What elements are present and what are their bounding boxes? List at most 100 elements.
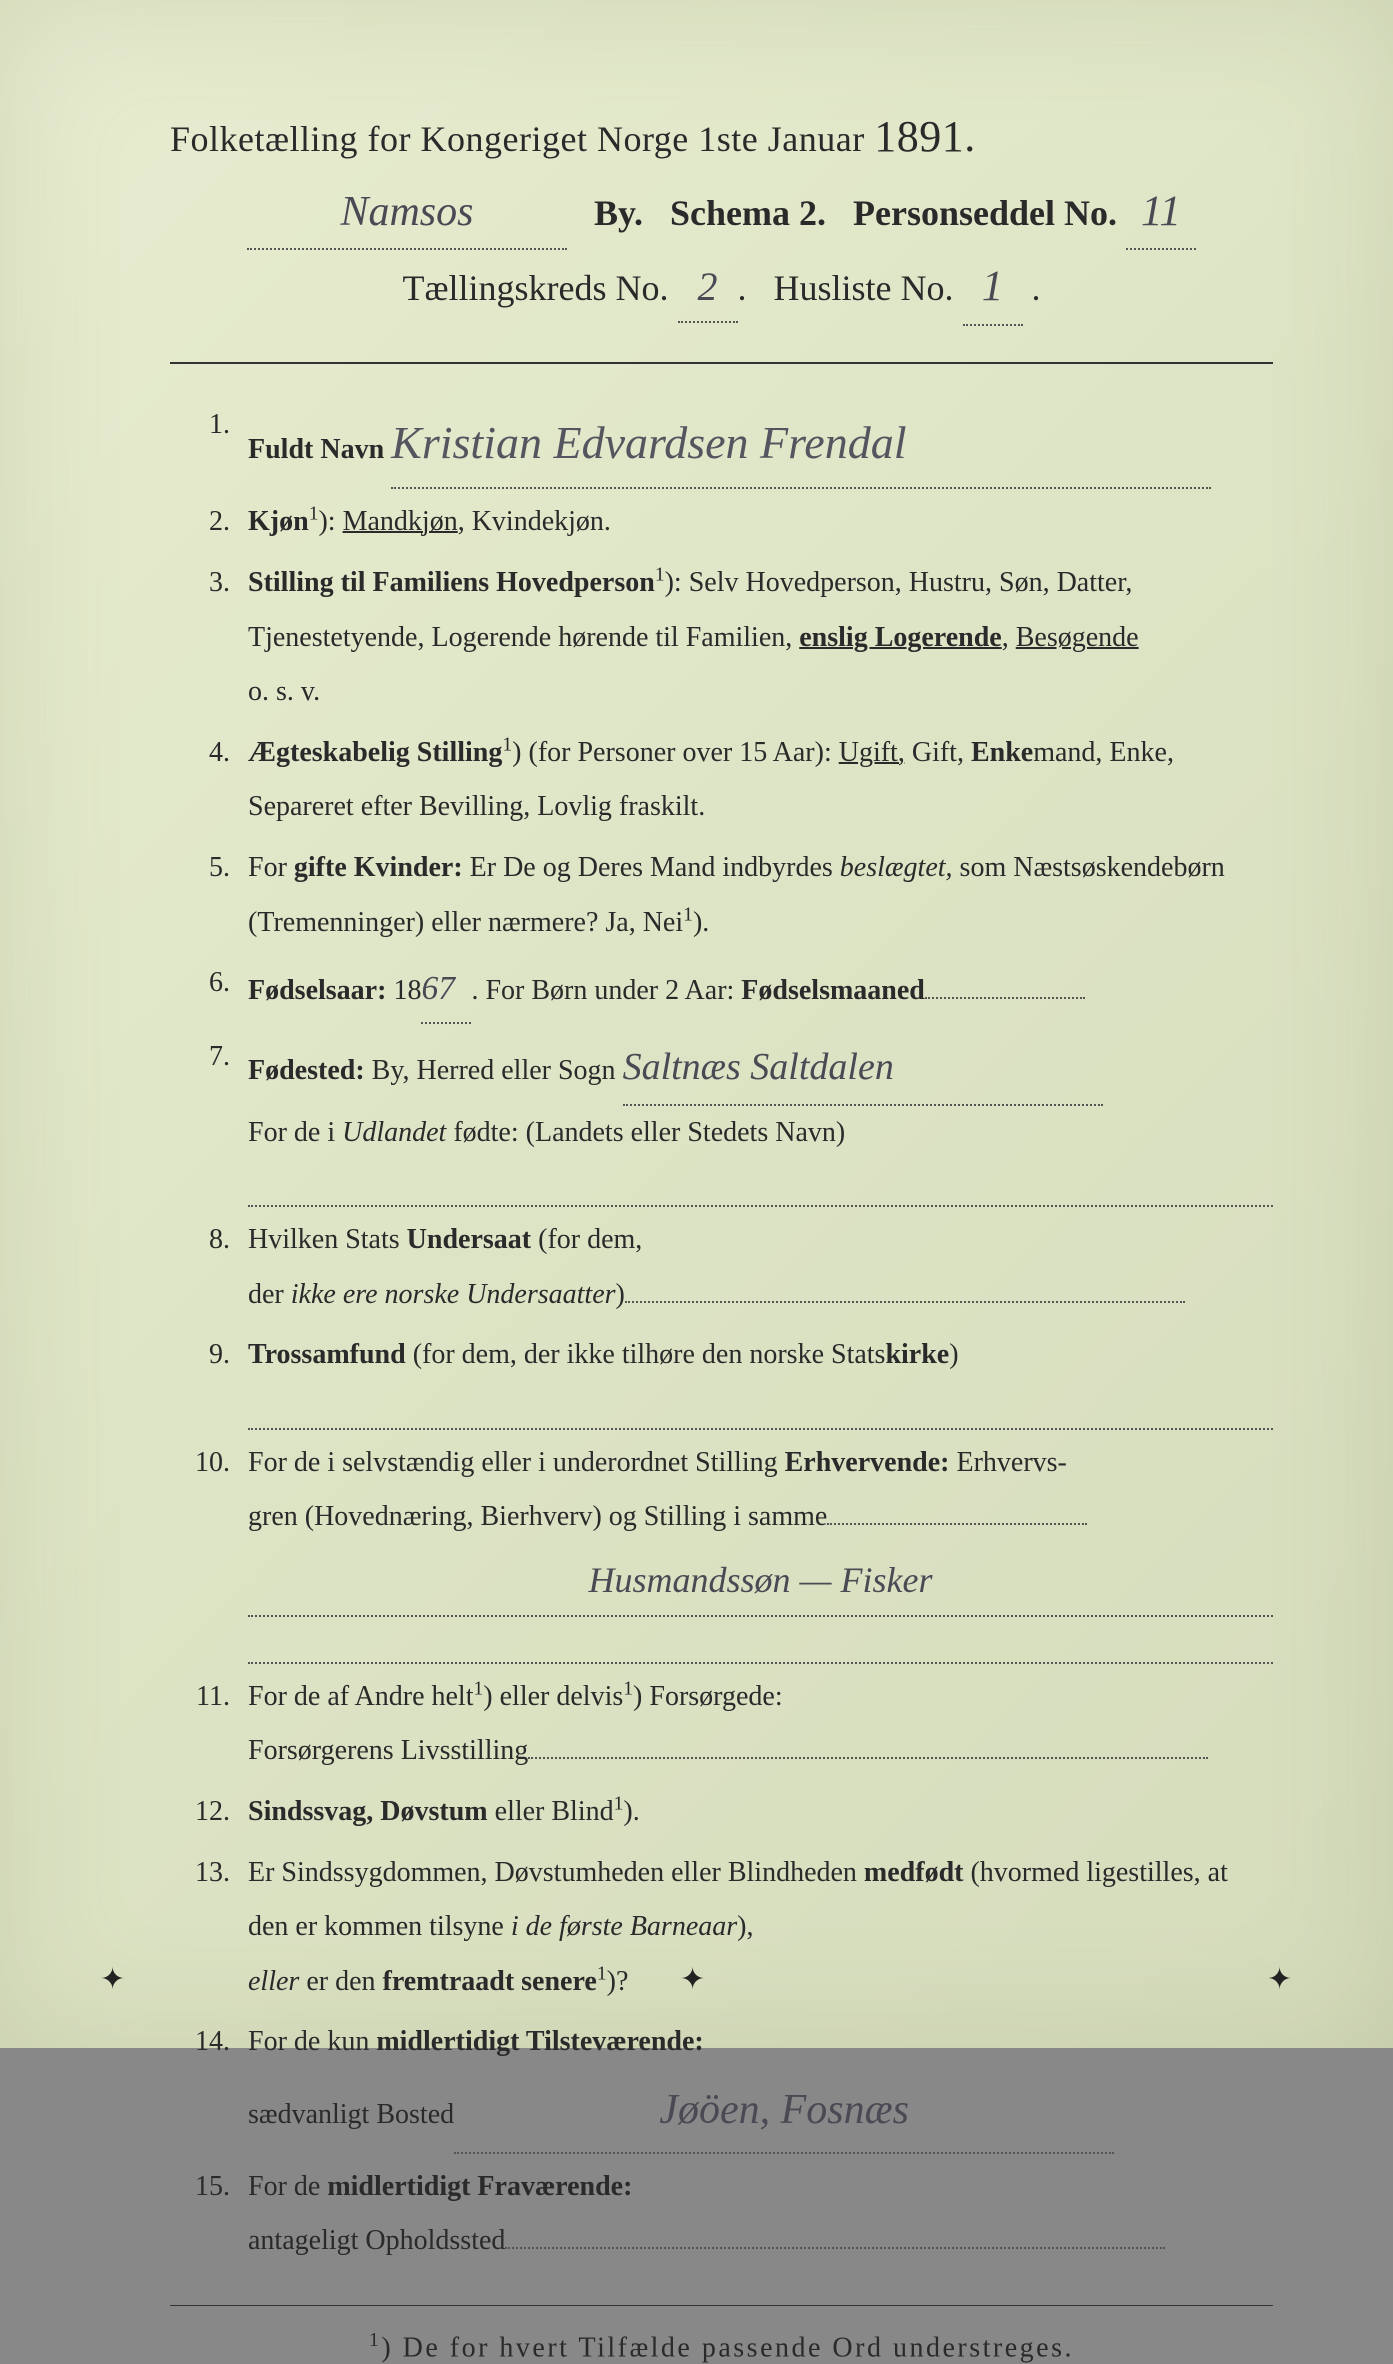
item-5-text-a: For [248,852,294,883]
item-7-text-a: By, Herred eller Sogn [365,1055,616,1086]
item-2-body: Kjøn1): Mandkjøn, Kvindekjøn. [248,495,1273,550]
item-2-text-a: ): [318,506,342,537]
item-7-line2-i: Udlandet [342,1117,446,1148]
item-6-label: Fødselsaar: [248,975,386,1006]
item-12-text2: ). [623,1796,639,1827]
item-6-prefix: 18 [386,975,421,1006]
item-11-text-a: For de af Andre helt [248,1681,474,1712]
item-15-bold: midlertidigt Fraværende: [327,2171,632,2202]
item-10-line2: gren (Hovednæring, Bierhverv) og Stillin… [248,1501,827,1532]
item-5-bold1: gifte Kvinder: [294,852,463,883]
title-line-2: Namsos By. Schema 2. Personseddel No. 11 [170,175,1273,250]
item-9-bold: Trossamfund [248,1339,406,1370]
item-6-body: Fødselsaar: 1867. For Børn under 2 Aar: … [248,956,1273,1024]
item-10: 10. For de i selvstændig eller i underor… [170,1436,1273,1664]
by-label: By. [594,193,643,233]
item-6-bold2: Fødselsmaaned [741,975,925,1006]
item-10-bold: Erhvervende: [785,1447,950,1478]
item-9-num: 9. [170,1328,248,1429]
item-11-sup1: 1 [474,1679,484,1700]
item-13-bold: medfødt [864,1857,964,1888]
item-5-text-b: Er De og Deres Mand indbyrdes [463,852,840,883]
item-15: 15. For de midlertidigt Fraværende: anta… [170,2160,1273,2269]
item-1-num: 1. [170,398,248,490]
item-7-line2-a: For de i [248,1117,342,1148]
item-13: 13. Er Sindssygdommen, Døvstumheden elle… [170,1846,1273,2010]
item-8-blank [625,1301,1185,1303]
item-7-label: Fødested: [248,1055,365,1086]
item-3-label: Stilling til Familiens Hovedperson [248,567,655,598]
item-15-num: 15. [170,2160,248,2269]
item-2: 2. Kjøn1): Mandkjøn, Kvindekjøn. [170,495,1273,550]
name-hw: Kristian Edvardsen Frendal [391,417,906,468]
item-2-sup: 1 [309,504,319,525]
item-2-text-b: , Kvindekjøn. [458,506,611,537]
item-15-line2: antageligt Opholdssted [248,2225,505,2256]
item-13-body: Er Sindssygdommen, Døvstumheden eller Bl… [248,1846,1273,2010]
item-10-hw: Husmandssøn — Fisker [588,1560,932,1600]
item-11-blank [528,1757,1208,1759]
pin-icon-mid: ✦ [680,1962,706,1988]
item-12: 12. Sindssvag, Døvstum eller Blind1). [170,1785,1273,1840]
item-11-num: 11. [170,1670,248,1779]
item-12-bold: Sindssvag, Døvstum [248,1796,488,1827]
item-3-opt2: Besøgende [1016,622,1139,653]
item-3-osv: o. s. v. [248,665,1273,720]
item-13-line2-c: )? [607,1966,629,1997]
item-7-blank-line [248,1160,1273,1207]
item-4-body: Ægteskabelig Stilling1) (for Personer ov… [248,726,1273,835]
item-14-hw-line: Jøöen, Fosnæs [454,2070,1114,2154]
item-7-body: Fødested: By, Herred eller Sogn Saltnæs … [248,1030,1273,1207]
item-12-text: eller Blind [488,1796,614,1827]
item-5-sup: 1 [683,904,693,925]
item-7: 7. Fødested: By, Herred eller Sogn Saltn… [170,1030,1273,1207]
item-9-blank-line [248,1383,1273,1430]
footnote-text: ) De for hvert Tilfælde passende Ord und… [381,2332,1074,2363]
item-8-line2-a: der [248,1279,291,1310]
title-year: 1891. [874,112,976,161]
footnote: 1) De for hvert Tilfælde passende Ord un… [170,2330,1273,2364]
kreds-no-hw: 2 [698,264,718,309]
item-3: 3. Stilling til Familiens Hovedperson1):… [170,556,1273,720]
item-8-text-a: Hvilken Stats [248,1224,407,1255]
item-9-bold2: kirke [885,1339,949,1370]
city-handwritten: Namsos [340,189,473,235]
item-1-label: Fuldt Navn [248,434,384,465]
title-text: Folketælling for Kongeriget Norge 1ste J… [170,119,874,159]
item-9-text: (for dem, der ikke tilhøre den norske St… [406,1339,886,1370]
pin-icon-right: ✦ [1267,1962,1293,1988]
name-field: Kristian Edvardsen Frendal [391,398,1211,490]
husliste-no-hw: 1 [982,263,1004,310]
item-10-blank1 [827,1523,1087,1525]
item-7-hw: Saltnæs Saltdalen [623,1046,894,1088]
item-9-text2: ) [949,1339,958,1370]
item-7-line2-b: fødte: (Landets eller Stedets Navn) [446,1117,845,1148]
item-15-blank [505,2247,1165,2249]
item-13-text-a: Er Sindssygdommen, Døvstumheden eller Bl… [248,1857,864,1888]
footer-rule [170,2305,1273,2306]
item-4-sup: 1 [502,734,512,755]
item-11-sup2: 1 [623,1679,633,1700]
item-12-num: 12. [170,1785,248,1840]
item-3-num: 3. [170,556,248,720]
item-11-line2: Forsørgerens Livsstilling [248,1735,528,1766]
item-4: 4. Ægteskabelig Stilling1) (for Personer… [170,726,1273,835]
kreds-label: Tællingskreds No. [403,268,669,308]
item-5-body: For gifte Kvinder: Er De og Deres Mand i… [248,841,1273,950]
item-13-line2-a: er den [299,1966,382,1997]
item-3-sup: 1 [655,565,665,586]
item-5-italic1: beslægtet, [840,852,953,883]
item-4-text-a: ) (for Personer over 15 Aar): [512,737,839,768]
footnote-sup: 1 [369,2330,381,2351]
item-11-text-b: ) eller delvis [483,1681,623,1712]
item-15-text-a: For de [248,2171,327,2202]
item-10-blank2 [248,1617,1273,1664]
item-4-num: 4. [170,726,248,835]
item-14-hw: Jøöen, Fosnæs [659,2087,909,2133]
item-14-bold: midlertidigt Tilsteværende: [376,2026,703,2057]
item-11-body: For de af Andre helt1) eller delvis1) Fo… [248,1670,1273,1779]
item-6-text-a: . For Børn under 2 Aar: [471,975,741,1006]
item-5-num: 5. [170,841,248,950]
item-6-hw-year: 67 [421,970,455,1007]
item-13-italic: i de første Barneaar [511,1911,737,1942]
